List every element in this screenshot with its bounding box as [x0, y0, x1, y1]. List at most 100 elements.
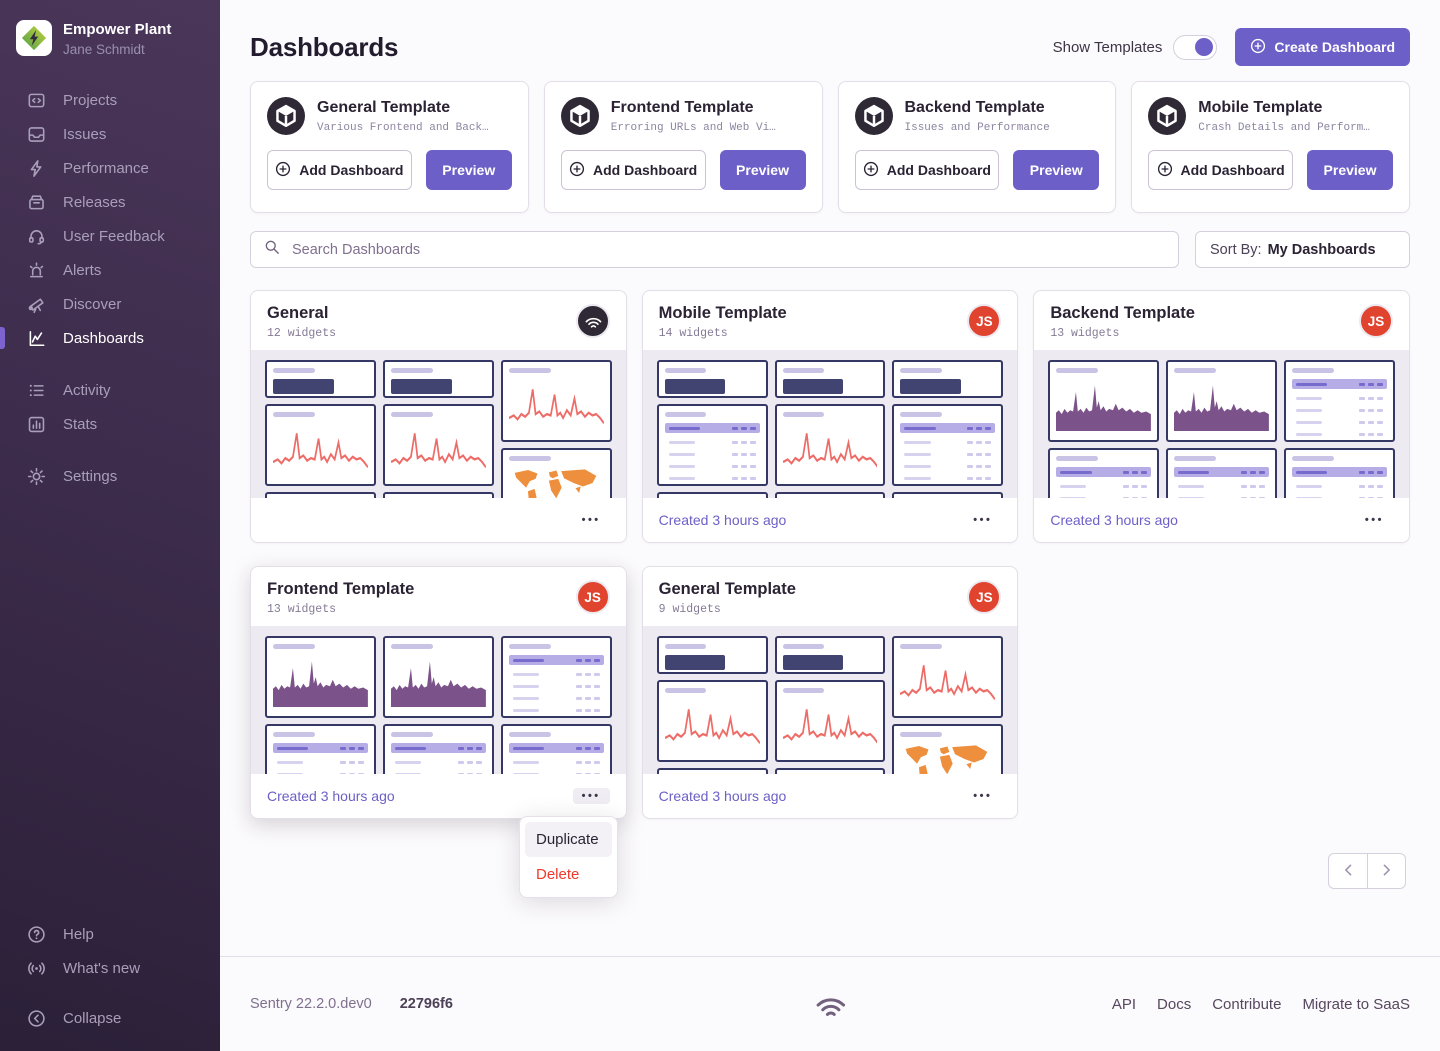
sort-by-dropdown[interactable]: Sort By: My Dashboards [1195, 231, 1410, 268]
template-cube-icon [1148, 97, 1187, 135]
dashboard-card-frontend-template-3[interactable]: Frontend Template 13 widgets JS Created … [250, 566, 627, 819]
dashboard-widget-count: 13 widgets [267, 603, 337, 616]
footer-link-docs[interactable]: Docs [1157, 995, 1192, 1013]
dashboard-options-button[interactable]: ••• [964, 512, 1001, 528]
sidebar-item-issues[interactable]: Issues [0, 117, 220, 151]
sidebar-item-alerts[interactable]: Alerts [0, 253, 220, 287]
dashboard-created-label: Created 3 hours ago [267, 788, 395, 804]
widget-thumbnail-bignumber [774, 360, 886, 398]
add-dashboard-button[interactable]: Add Dashboard [1148, 150, 1293, 190]
dashboard-widget-count: 14 widgets [658, 327, 728, 340]
widget-thumbnail-bignumber [265, 360, 376, 398]
add-dashboard-button[interactable]: Add Dashboard [560, 150, 706, 190]
dashboard-created-label: Created 3 hours ago [658, 788, 787, 804]
dashboard-card-mobile-template-1[interactable]: Mobile Template 14 widgets JS Created 3 … [641, 290, 1019, 543]
sidebar-bottom-nav: Help What's new Collapse [0, 917, 220, 1035]
template-card-mobile-template: Mobile Template Crash Details and Perfor… [1131, 81, 1410, 213]
main-content: Dashboards Show Templates Create Dashboa… [220, 0, 1440, 1051]
footer-link-contribute[interactable]: Contribute [1212, 995, 1282, 1013]
widget-thumbnail-line [500, 360, 612, 442]
sidebar: Empower Plant Jane Schmidt Projects Issu… [0, 0, 220, 1051]
org-name: Empower Plant [63, 21, 172, 38]
dashboard-card-general-0[interactable]: General 12 widgets ••• [250, 290, 627, 543]
footer-links: API Docs Contribute Migrate to SaaS [1112, 996, 1410, 1013]
dashboard-card-backend-template-2[interactable]: Backend Template 13 widgets JS Created 3… [1033, 290, 1410, 543]
search-input[interactable] [290, 240, 1165, 259]
template-title: General Template [317, 98, 451, 116]
toggle-knob [1195, 38, 1214, 56]
widget-thumbnail-table [892, 404, 1004, 486]
create-dashboard-button[interactable]: Create Dashboard [1235, 28, 1410, 66]
sidebar-item-discover[interactable]: Discover [0, 287, 220, 321]
sidebar-item-activity[interactable]: Activity [0, 373, 220, 407]
sidebar-item-what-s-new[interactable]: What's new [0, 951, 220, 985]
widget-thumbnail-area [265, 636, 376, 718]
widget-thumbnail-map [892, 724, 1004, 774]
sidebar-item-releases[interactable]: Releases [0, 185, 220, 219]
widget-thumbnail-line [265, 404, 376, 486]
search-dashboards-field[interactable] [250, 231, 1179, 268]
page-title: Dashboards [250, 31, 399, 62]
widget-thumbnail-map [500, 448, 612, 498]
sidebar-item-stats[interactable]: Stats [0, 407, 220, 441]
preview-button[interactable]: Preview [425, 150, 512, 190]
dashboard-title: General Template [658, 580, 796, 598]
dashboard-created-label: Created 3 hours ago [658, 512, 787, 528]
collapse-icon [26, 1008, 46, 1028]
pagination [1328, 853, 1406, 889]
user-avatar: JS [575, 580, 610, 614]
sidebar-item-dashboards[interactable]: Dashboards [0, 321, 220, 355]
show-templates-label: Show Templates [1052, 38, 1163, 56]
chevron-right-icon [1381, 864, 1393, 879]
dashboard-card-general-template-4[interactable]: General Template 9 widgets JS Created 3 … [641, 566, 1019, 819]
dashboard-preview [251, 350, 626, 498]
preview-button[interactable]: Preview [1307, 150, 1393, 190]
template-title: Backend Template [904, 98, 1045, 116]
chevron-left-icon [1342, 864, 1354, 879]
template-row: General Template Various Frontend and Ba… [250, 81, 1410, 213]
menu-item-delete[interactable]: Delete [536, 866, 580, 883]
footer-link-migrate-to-saas[interactable]: Migrate to SaaS [1302, 995, 1410, 1013]
sidebar-item-user-feedback[interactable]: User Feedback [0, 219, 220, 253]
widget-thumbnail-table [1284, 448, 1395, 498]
dashboard-preview [642, 350, 1018, 498]
template-title: Mobile Template [1198, 98, 1323, 116]
issues-icon [26, 124, 46, 144]
sidebar-item-collapse[interactable]: Collapse [0, 1001, 220, 1035]
sentry-avatar [575, 304, 610, 338]
template-cube-icon [854, 97, 893, 135]
template-description: Various Frontend and Back… [317, 121, 489, 134]
releases-icon [26, 192, 46, 212]
widget-thumbnail-table [500, 724, 612, 774]
widget-thumbnail-table [656, 768, 768, 774]
widget-thumbnail-table [500, 636, 612, 718]
preview-button[interactable]: Preview [1013, 150, 1100, 190]
dashboard-options-button[interactable]: ••• [573, 512, 610, 528]
next-page-button[interactable] [1367, 853, 1406, 889]
dashboard-created-label: Created 3 hours ago [1050, 512, 1178, 528]
template-description: Crash Details and Perform… [1198, 121, 1370, 134]
dashboard-preview [1034, 350, 1409, 498]
menu-item-duplicate[interactable]: Duplicate [525, 822, 612, 857]
add-dashboard-button[interactable]: Add Dashboard [267, 150, 412, 190]
dashboard-title: Backend Template [1050, 304, 1195, 322]
org-user: Jane Schmidt [63, 42, 145, 57]
dashboard-context-menu: Duplicate Delete [519, 816, 618, 898]
sidebar-item-performance[interactable]: Performance [0, 151, 220, 185]
org-selector[interactable]: Empower Plant Jane Schmidt [0, 16, 220, 57]
show-templates-toggle[interactable] [1173, 34, 1218, 60]
sidebar-item-help[interactable]: Help [0, 917, 220, 951]
sidebar-item-settings[interactable]: Settings [0, 459, 220, 493]
help-icon [26, 924, 46, 944]
preview-button[interactable]: Preview [719, 150, 806, 190]
footer-link-api[interactable]: API [1111, 995, 1137, 1013]
dashboard-options-button[interactable]: ••• [1356, 512, 1393, 528]
add-dashboard-button[interactable]: Add Dashboard [854, 150, 1000, 190]
sidebar-item-projects[interactable]: Projects [0, 83, 220, 117]
app-footer: Sentry 22.2.0.dev0 22796f6 API Docs Contri… [220, 956, 1440, 1051]
dashboard-title: General [267, 304, 329, 322]
dashboard-options-button[interactable]: ••• [572, 788, 610, 804]
previous-page-button[interactable] [1328, 853, 1367, 889]
dashboard-options-button[interactable]: ••• [964, 788, 1001, 804]
